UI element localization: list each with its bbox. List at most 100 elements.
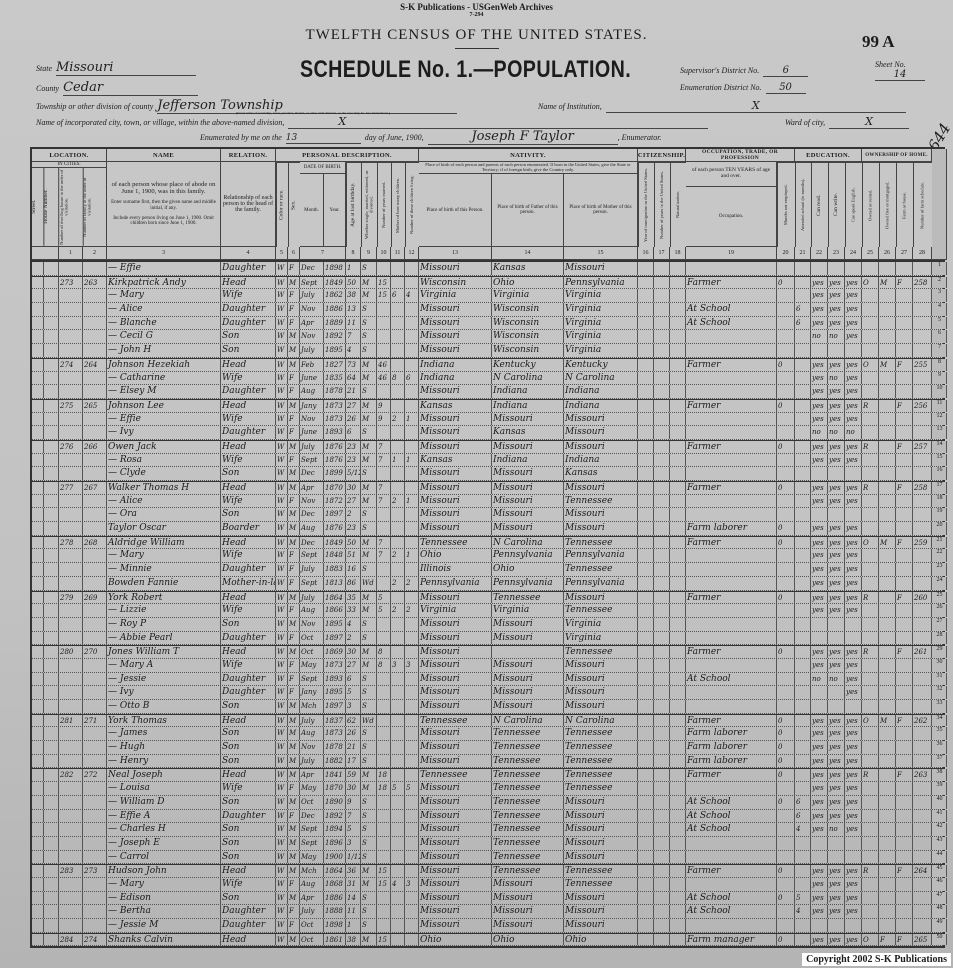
farm-house <box>896 850 913 864</box>
person-name: Johnson Hezekiah <box>107 358 221 371</box>
street-cell <box>32 536 44 549</box>
can-read <box>811 617 828 631</box>
header-relation-sub: Relationship of each person to the head … <box>221 162 276 247</box>
immigration-year <box>638 508 654 522</box>
free-mortgaged <box>879 836 896 850</box>
relation: Head <box>221 536 276 549</box>
mother-of-children <box>391 262 405 275</box>
farm-schedule-number <box>913 371 932 385</box>
children-living <box>405 836 419 850</box>
school-months <box>795 440 811 453</box>
owned-rented: R <box>862 769 879 782</box>
person-name: — Jessie <box>107 672 221 686</box>
immigration-year <box>638 467 654 480</box>
free-mortgaged <box>879 891 896 905</box>
speaks-english: yes <box>845 563 862 576</box>
birthplace: Missouri <box>419 727 492 741</box>
farm-house <box>896 453 913 467</box>
years-married <box>377 426 391 439</box>
farm-schedule-number <box>913 262 932 275</box>
birth-month: Dec <box>300 467 324 480</box>
school-months: 4 <box>795 823 811 836</box>
farm-house <box>896 754 913 768</box>
birth-year: 1900 <box>324 850 346 864</box>
can-write <box>828 631 845 645</box>
naturalization <box>670 741 686 754</box>
immigration-year <box>638 672 654 686</box>
mother-birthplace: Tennessee <box>564 563 638 576</box>
farm-schedule-number <box>913 631 932 645</box>
owned-rented <box>862 809 879 823</box>
family-number <box>83 494 107 508</box>
speaks-english <box>845 508 862 522</box>
birthplace: Indiana <box>419 371 492 385</box>
farm-house: F <box>896 714 913 727</box>
immigration-year <box>638 385 654 398</box>
free-mortgaged <box>879 809 896 823</box>
birth-year: 1888 <box>324 905 346 918</box>
header-immigration: Year of immigration to the United States… <box>638 162 654 247</box>
marital-status: S <box>361 344 377 357</box>
farm-house: F <box>896 399 913 412</box>
mother-of-children <box>391 276 405 289</box>
mother-of-children <box>391 330 405 344</box>
sex: M <box>288 482 300 494</box>
owned-rented <box>862 426 879 439</box>
can-write: yes <box>828 933 845 946</box>
years-married: 15 <box>377 276 391 289</box>
birth-month: Apr <box>300 891 324 905</box>
children-living <box>405 303 419 316</box>
can-write: yes <box>828 646 845 658</box>
line-number: 34 <box>932 714 947 727</box>
years-in-us <box>654 809 670 823</box>
occupation <box>686 686 777 699</box>
person-name: — Effie <box>107 262 221 275</box>
table-row: 281 271 York Thomas Head W M July 1837 62 Wd Tenne… <box>32 713 947 728</box>
immigration-year <box>638 482 654 494</box>
owned-rented <box>862 385 879 398</box>
line-number: 8 <box>932 358 947 371</box>
free-mortgaged <box>879 823 896 836</box>
free-mortgaged <box>879 646 896 658</box>
person-name: — Mary <box>107 289 221 303</box>
owned-rented: R <box>862 646 879 658</box>
occupation: Farm laborer <box>686 727 777 741</box>
birth-year: 1861 <box>324 933 346 946</box>
free-mortgaged <box>879 440 896 453</box>
header-education: EDUCATION. <box>795 149 862 162</box>
ward-label: Ward of city, <box>785 118 826 127</box>
table-row: — Catharine Wife W F June 1835 64 M 46 8 6 Indiana N… <box>32 371 947 386</box>
person-name: — Minnie <box>107 563 221 576</box>
owned-rented <box>862 891 879 905</box>
years-in-us <box>654 714 670 727</box>
birthplace: Missouri <box>419 809 492 823</box>
birth-month: Oct <box>300 646 324 658</box>
city-label: Name of incorporated city, town, or vill… <box>36 118 285 127</box>
family-number <box>83 795 107 809</box>
years-in-us <box>654 494 670 508</box>
years-married: 8 <box>377 658 391 672</box>
years-in-us <box>654 700 670 713</box>
mother-of-children: 2 <box>391 412 405 426</box>
enumerator-signature: Joseph F Taylor <box>427 129 618 145</box>
can-read: yes <box>811 385 828 398</box>
birth-year: 1876 <box>324 440 346 453</box>
family-number <box>83 467 107 480</box>
sex: F <box>288 686 300 699</box>
naturalization <box>670 316 686 330</box>
speaks-english <box>845 700 862 713</box>
farm-house <box>896 891 913 905</box>
birth-month: Dec <box>300 262 324 275</box>
line-number: 26 <box>932 604 947 617</box>
birth-year: 1897 <box>324 631 346 645</box>
school-months <box>795 358 811 371</box>
occupation <box>686 467 777 480</box>
column-number: 3 <box>107 247 221 260</box>
can-write: yes <box>828 891 845 905</box>
header-occupation: OCCUPATION, TRADE, OR PROFESSION <box>686 149 795 162</box>
marital-status: S <box>361 508 377 522</box>
months-unemployed: 0 <box>777 933 795 946</box>
dwelling-number <box>59 494 83 508</box>
mother-of-children: 4 <box>391 877 405 891</box>
years-married <box>377 563 391 576</box>
